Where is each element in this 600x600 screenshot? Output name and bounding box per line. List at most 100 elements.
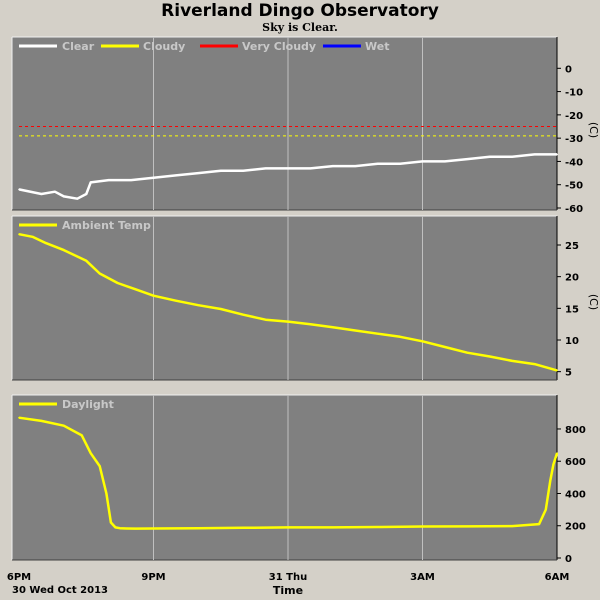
data-point [18, 416, 20, 419]
x-tick-label: 31 Thu [269, 572, 307, 583]
data-point [219, 169, 222, 172]
data-point [242, 313, 244, 316]
x-tick-label: 6PM [7, 572, 31, 583]
data-point [533, 363, 536, 365]
data-point [466, 351, 469, 354]
legend-label: Very Cloudy [242, 40, 316, 53]
legend-label: Wet [365, 40, 389, 53]
data-point [85, 260, 88, 262]
data-point [421, 340, 424, 343]
data-point [40, 420, 43, 422]
data-point [80, 434, 83, 437]
data-point [152, 294, 155, 297]
sky-panel-background [12, 37, 557, 210]
data-point [511, 155, 513, 158]
data-point [511, 525, 513, 527]
data-point [116, 282, 119, 284]
data-point [538, 523, 540, 525]
data-point [264, 167, 267, 170]
page-title: Riverland Dingo Observatory [161, 1, 439, 21]
data-point [287, 526, 289, 529]
y-tick-label: 20 [565, 273, 579, 284]
legend-label: Daylight [62, 398, 114, 411]
data-point [466, 525, 469, 528]
data-point [76, 197, 79, 200]
data-point [107, 179, 110, 181]
data-point [488, 355, 491, 358]
data-point [152, 176, 155, 179]
y-tick-label: -10 [565, 88, 583, 99]
legend-label: Clear [62, 40, 95, 53]
data-point [332, 526, 334, 529]
data-point [18, 188, 20, 191]
data-point [242, 527, 244, 529]
data-point [54, 190, 56, 193]
y-tick-label: 15 [565, 304, 579, 315]
legend-label: Ambient Temp [62, 219, 151, 232]
data-point [219, 308, 222, 310]
data-point [549, 479, 552, 482]
data-point [89, 181, 92, 184]
data-point [444, 160, 446, 163]
x-axis: 6PM 9PM 31 Thu 3AM 6AM 30 Wed Oct 2013 Time [7, 572, 569, 597]
y-tick-label: 0 [565, 64, 572, 75]
y-tick-label: -60 [565, 204, 583, 215]
data-point [376, 332, 379, 335]
x-tick-label: 3AM [410, 572, 435, 583]
data-point [511, 360, 513, 362]
data-point [105, 492, 108, 495]
data-point [399, 162, 401, 165]
data-point [376, 526, 379, 528]
data-point [264, 318, 267, 321]
data-point [63, 249, 65, 251]
data-point [63, 195, 65, 198]
data-point [287, 320, 289, 323]
data-point [242, 169, 244, 172]
data-point [40, 193, 43, 195]
data-point [466, 158, 469, 160]
data-point [45, 242, 47, 244]
daylight-panel: 800 600 400 200 0 Daylight [11, 394, 586, 565]
y-tick-label: -20 [565, 111, 583, 122]
data-point [31, 235, 34, 238]
data-point [175, 299, 177, 302]
data-point [110, 521, 112, 524]
data-point [399, 336, 401, 338]
data-point [421, 525, 424, 528]
data-point [197, 172, 200, 174]
data-point [332, 326, 334, 329]
data-point [98, 272, 101, 275]
x-date-label: 30 Wed Oct 2013 [12, 585, 108, 596]
data-point [134, 288, 137, 291]
y-tick-label: 200 [565, 522, 586, 533]
data-point [332, 165, 334, 167]
data-point [488, 155, 491, 158]
data-point [533, 153, 536, 156]
y-tick-label: 800 [565, 425, 586, 436]
data-point [287, 167, 289, 170]
data-point [354, 329, 357, 332]
data-point [89, 452, 92, 454]
data-point [98, 465, 101, 467]
daylight-panel-background [12, 395, 557, 560]
data-point [18, 233, 20, 236]
y-tick-label: -40 [565, 157, 583, 168]
data-point [63, 424, 65, 427]
y-tick-label: 25 [565, 241, 579, 252]
y-tick-label: 600 [565, 457, 586, 468]
data-point [197, 304, 200, 306]
y-tick-label: 5 [565, 368, 572, 379]
y-tick-label: 400 [565, 489, 586, 500]
data-point [556, 369, 558, 372]
unit-label: (C) [587, 294, 600, 310]
ambient-panel-background [12, 216, 557, 380]
data-point [125, 527, 128, 530]
data-point [309, 323, 312, 325]
series-line-clear [18, 153, 557, 200]
legend-label: Cloudy [143, 40, 185, 53]
data-point [309, 167, 312, 170]
data-point [130, 179, 132, 181]
x-tick-label: 6AM [545, 572, 570, 583]
